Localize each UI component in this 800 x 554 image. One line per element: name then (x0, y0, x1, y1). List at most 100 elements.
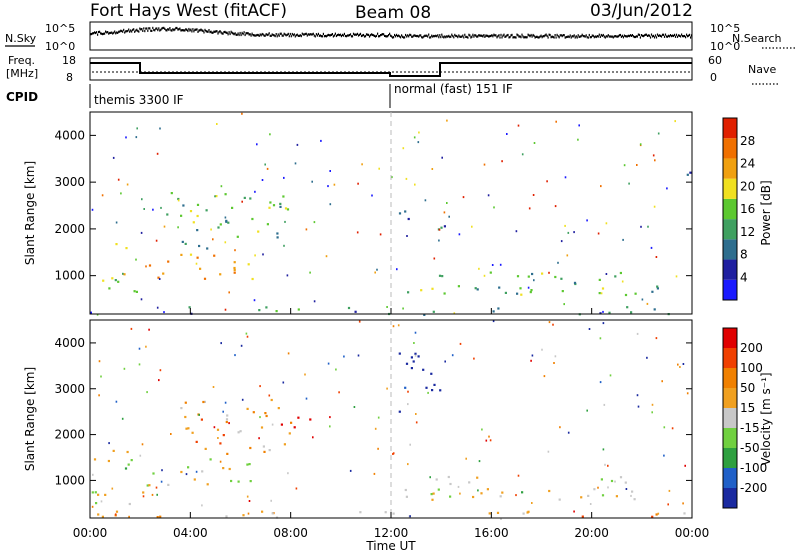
echo-cell (634, 292, 637, 295)
nsky-point (240, 33, 242, 37)
nsky-point (368, 35, 371, 38)
echo-cell (233, 261, 236, 264)
nsky-point (585, 34, 587, 37)
noise-cell (573, 231, 575, 234)
freq-panel-frame (89, 57, 693, 81)
echo-cell (425, 386, 428, 389)
echo-cell (522, 512, 525, 515)
nsky-point (146, 27, 148, 30)
nsky-point (502, 34, 504, 37)
echo-cell (108, 287, 111, 290)
nsky-point (302, 33, 304, 36)
noise-cell (599, 337, 602, 340)
noise-cell (140, 298, 143, 301)
nsky-point (441, 33, 443, 36)
colorbar-tick-label: 24 (740, 157, 755, 171)
nsky-point (434, 35, 436, 38)
nsky-point (109, 31, 111, 35)
noise-cell (286, 274, 289, 277)
noise-cell (564, 176, 567, 179)
noise-cell (386, 306, 388, 308)
nsky-point (246, 32, 248, 35)
noise-cell (515, 494, 517, 497)
nsky-point (642, 35, 644, 38)
echo-cell (205, 209, 208, 212)
noise-cell (577, 138, 579, 141)
nsky-point (686, 33, 688, 36)
echo-cell (504, 291, 507, 294)
nsky-point (173, 29, 175, 32)
noise-cell (98, 394, 100, 397)
echo-cell (217, 226, 220, 229)
nsky-point (147, 29, 149, 32)
nsky-point (568, 35, 570, 39)
nsky-point (247, 32, 249, 35)
nsky-point (527, 33, 529, 36)
nsky-point (149, 27, 151, 30)
noise-cell (674, 120, 676, 123)
nsky-point (310, 33, 312, 36)
nsky-point (588, 33, 590, 37)
echo-cell (407, 291, 410, 294)
noise-cell (311, 180, 313, 183)
noise-cell (417, 141, 420, 144)
noise-cell (111, 487, 114, 490)
x-axis-label: Time UT (365, 539, 416, 553)
velocity-heatmap (91, 320, 689, 520)
noise-cell (156, 152, 159, 155)
x-tick-label: 16:00 (474, 526, 509, 540)
velocity-colorbar-label: Velocity [m s⁻¹] (759, 372, 773, 465)
noise-cell (483, 163, 486, 166)
nsky-point (289, 32, 291, 36)
nsky-point (459, 35, 461, 38)
noise-cell (296, 143, 299, 146)
nsky-point (570, 36, 572, 39)
nsky-point (197, 30, 199, 33)
noise-cell (155, 486, 158, 489)
nsky-point (599, 35, 601, 38)
echo-cell (384, 511, 387, 514)
nsky-point (612, 36, 614, 39)
noise-cell (125, 136, 127, 139)
noise-cell (141, 198, 143, 201)
nsky-point (153, 28, 155, 32)
nsky-point (557, 35, 559, 38)
noise-cell (156, 306, 159, 309)
noise-cell (630, 494, 632, 497)
nsky-point (561, 35, 563, 38)
noise-cell (246, 495, 249, 498)
nsky-point (515, 36, 517, 39)
noise-cell (294, 162, 297, 165)
echo-cell (249, 446, 252, 450)
noise-cell (374, 271, 376, 274)
colorbar-segment (723, 408, 737, 428)
nsky-point (653, 36, 656, 39)
nsky-point (363, 35, 366, 38)
noise-cell (602, 322, 605, 325)
echo-cell (206, 483, 209, 486)
nsky-point (236, 33, 238, 36)
echo-cell (261, 510, 264, 513)
nsky-point (418, 35, 420, 38)
freq-trace (90, 62, 692, 77)
nsky-point (201, 29, 203, 32)
nsky-point (538, 36, 540, 39)
noise-cell (567, 431, 570, 434)
echo-cell (412, 360, 415, 363)
nsky-point (351, 35, 354, 38)
nsky-point (610, 35, 612, 38)
noise-cell (96, 313, 99, 316)
noise-cell (554, 205, 557, 208)
nsky-point (608, 35, 610, 38)
nsky-point (365, 33, 368, 36)
noise-cell (108, 442, 110, 445)
nsky-point (286, 33, 288, 36)
nsky-point (291, 32, 293, 36)
colorbar-tick-label: -50 (740, 441, 760, 455)
noise-cell (135, 136, 138, 139)
nsky-point (436, 35, 438, 38)
nsky-point (248, 33, 250, 36)
nsky-point (673, 33, 676, 36)
echo-cell (94, 491, 97, 494)
nsky-point (145, 27, 147, 30)
